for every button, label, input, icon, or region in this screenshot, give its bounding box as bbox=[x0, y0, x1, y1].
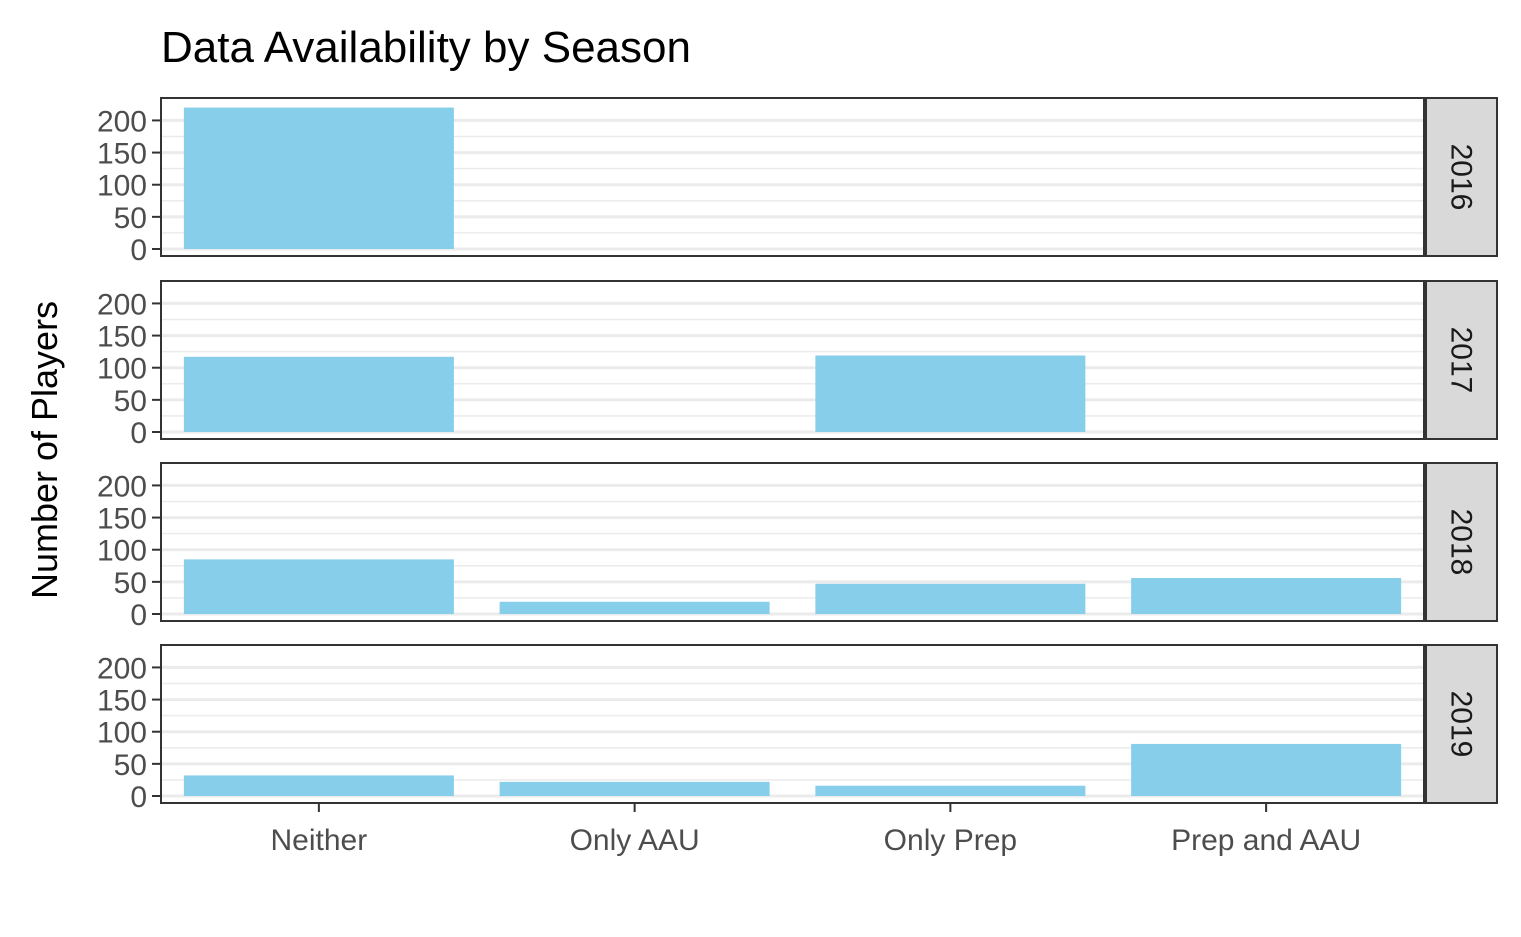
x-tick-label: Neither bbox=[271, 824, 368, 857]
x-tick-label: Prep and AAU bbox=[1171, 824, 1361, 857]
facet-strip-label: 2016 bbox=[1445, 144, 1478, 211]
bar-2018-only-aau bbox=[499, 601, 770, 614]
bar-2019-prep-and-aau bbox=[1131, 743, 1402, 796]
bar-2018-neither bbox=[183, 559, 454, 614]
y-tick-label: 200 bbox=[97, 652, 147, 685]
x-tick-label: Only AAU bbox=[570, 824, 700, 857]
bar-2016-neither bbox=[183, 107, 454, 249]
y-tick-label: 0 bbox=[130, 599, 147, 632]
facet-strip-label: 2018 bbox=[1445, 509, 1478, 576]
y-tick-label: 200 bbox=[97, 470, 147, 503]
y-tick-label: 100 bbox=[97, 535, 147, 568]
facet-strip bbox=[1425, 644, 1498, 804]
y-tick-label: 100 bbox=[97, 170, 147, 203]
y-tick-label: 150 bbox=[97, 503, 147, 536]
y-tick-label: 0 bbox=[130, 781, 147, 814]
bar-2018-prep-and-aau bbox=[1131, 578, 1402, 614]
y-tick-label: 50 bbox=[114, 385, 147, 418]
x-axis: Neither Only AAU Only Prep Prep and AAU bbox=[271, 803, 1361, 857]
y-tick-label: 50 bbox=[114, 567, 147, 600]
y-tick-label: 0 bbox=[130, 417, 147, 450]
bar-2019-only-aau bbox=[499, 781, 770, 796]
chart-title: Data Availability by Season bbox=[161, 23, 691, 72]
panel-border bbox=[160, 644, 1425, 804]
y-tick-label: 200 bbox=[97, 288, 147, 321]
facet-strip bbox=[1425, 97, 1498, 257]
facet-panels: 0501001502002016050100150200201705010015… bbox=[97, 97, 1498, 814]
facet-strip bbox=[1425, 280, 1498, 440]
y-tick-label: 100 bbox=[97, 717, 147, 750]
bar-2018-only-prep bbox=[815, 583, 1086, 614]
bar-2019-neither bbox=[183, 775, 454, 796]
y-tick-label: 0 bbox=[130, 234, 147, 267]
y-tick-label: 150 bbox=[97, 685, 147, 718]
bar-2019-only-prep bbox=[815, 785, 1086, 796]
y-tick-label: 150 bbox=[97, 321, 147, 354]
bar-2017-neither bbox=[183, 356, 454, 432]
x-tick-label: Only Prep bbox=[884, 824, 1017, 857]
y-tick-label: 50 bbox=[114, 749, 147, 782]
y-tick-label: 100 bbox=[97, 353, 147, 386]
y-tick-label: 200 bbox=[97, 105, 147, 138]
y-tick-label: 150 bbox=[97, 138, 147, 171]
facet-strip-label: 2017 bbox=[1445, 327, 1478, 394]
y-axis-title: Number of Players bbox=[24, 301, 65, 599]
facet-strip bbox=[1425, 462, 1498, 622]
panel-border bbox=[160, 97, 1425, 257]
panel-border bbox=[160, 280, 1425, 440]
y-tick-label: 50 bbox=[114, 202, 147, 235]
facet-strip-label: 2019 bbox=[1445, 691, 1478, 758]
bar-2017-only-prep bbox=[815, 355, 1086, 432]
panel-border bbox=[160, 462, 1425, 622]
